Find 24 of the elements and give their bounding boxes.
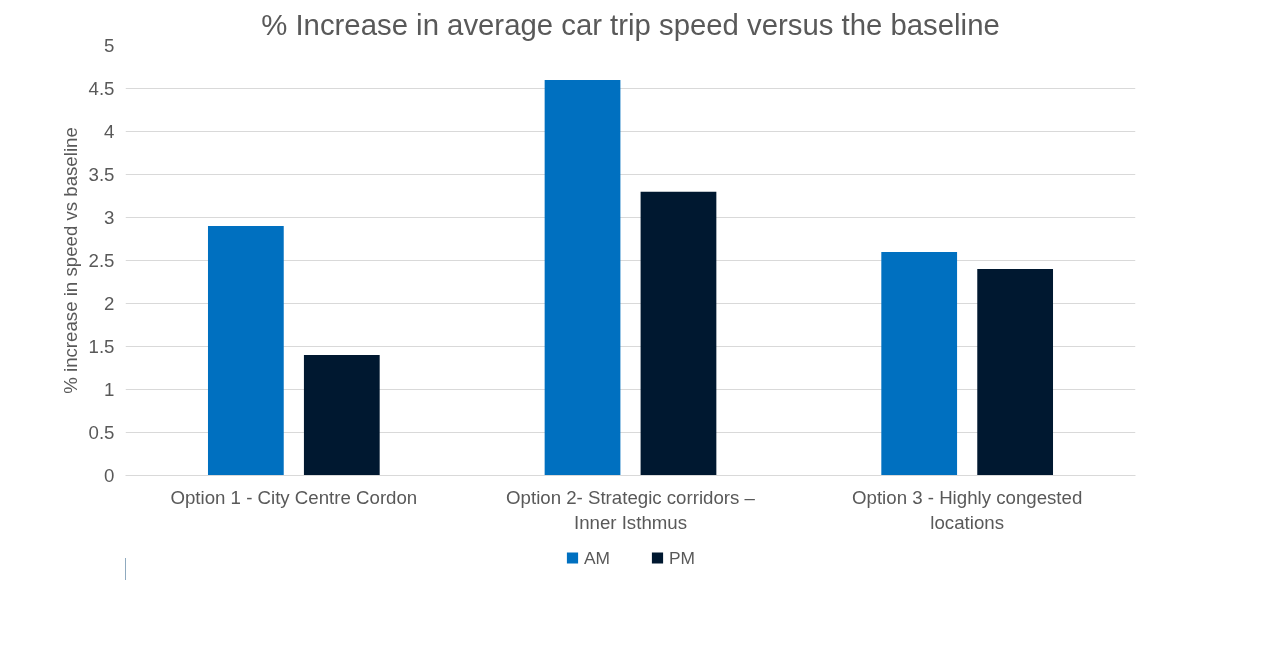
bar	[207, 226, 284, 476]
y-tick-label: 5	[104, 35, 115, 56]
x-tick-label: Option 2- Strategic corridors – Inner Isthmus	[506, 486, 756, 533]
bar	[303, 355, 380, 476]
y-tick-label: 4.5	[88, 78, 115, 99]
y-tick-label: 1	[104, 379, 115, 400]
y-tick-label: 4	[104, 121, 115, 142]
bar	[977, 269, 1054, 476]
y-axis-title: % increase in speed vs baseline	[59, 127, 81, 394]
y-tick-label: 3.5	[88, 164, 115, 185]
legend-label: AM	[584, 547, 610, 568]
bar	[544, 79, 621, 476]
y-tick-label: 3	[104, 207, 115, 228]
x-tick-label: Option 3 - Highly congested locations	[852, 486, 1083, 533]
legend-label: PM	[669, 547, 695, 568]
x-tick-label: Option 1 - City Centre Cordon	[170, 486, 418, 508]
y-tick-label: 1.5	[88, 336, 115, 357]
y-tick-label: 0	[104, 465, 115, 486]
y-tick-label: 0.5	[88, 422, 115, 443]
y-tick-label: 2	[104, 293, 115, 314]
bar	[881, 251, 958, 476]
y-tick-label: 2.5	[88, 250, 115, 271]
chart-title: % Increase in average car trip speed versus the baseline	[261, 7, 1000, 41]
bar	[640, 191, 717, 476]
